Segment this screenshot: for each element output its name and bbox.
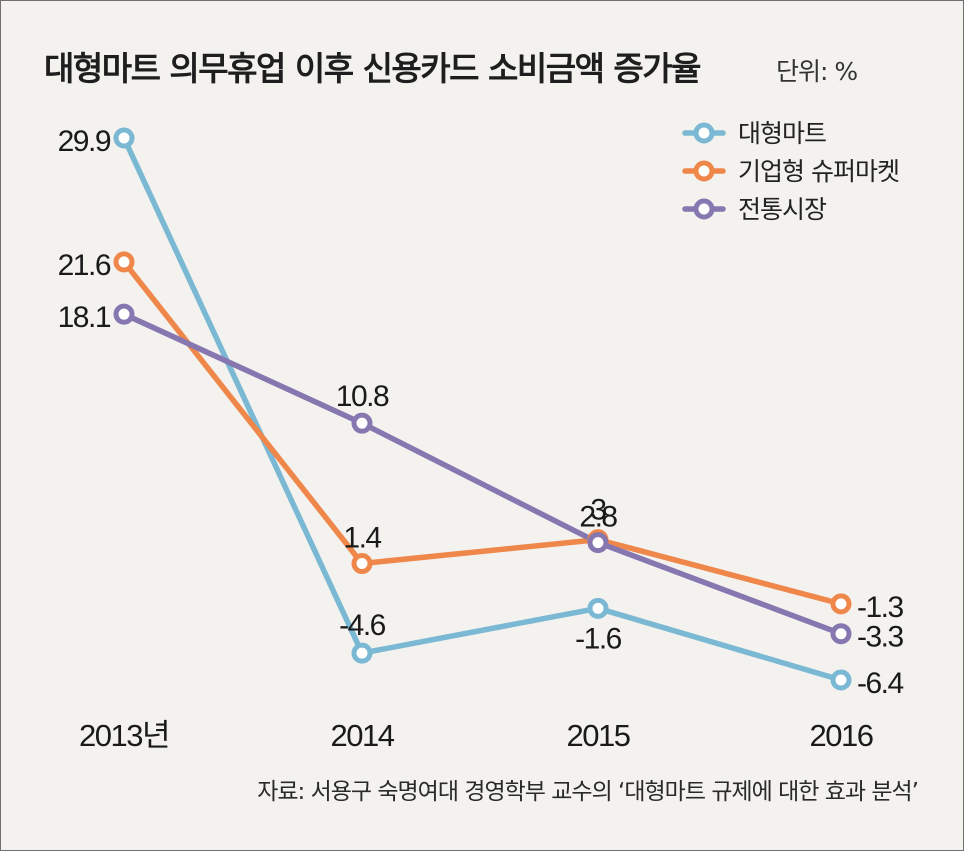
data-label-1-3: -1.3 [857, 591, 904, 624]
source-note: 자료: 서용구 숙명여대 경영학부 교수의 ‘대형마트 규제에 대한 효과 분석… [257, 779, 919, 805]
data-point-2-2 [587, 532, 609, 554]
legend-marker-2 [693, 198, 715, 220]
unit-label: 단위: % [776, 57, 858, 86]
data-label-0-1: -4.6 [339, 609, 386, 642]
series-line-1 [121, 259, 844, 607]
series-line-0 [121, 135, 844, 683]
data-point-2-3 [830, 623, 852, 645]
data-label-2-1: 10.8 [336, 380, 389, 413]
data-point-1-3 [830, 593, 852, 615]
data-point-0-1 [351, 642, 373, 664]
x-tick-label-1: 2014 [331, 718, 395, 753]
data-label-1-0: 21.6 [58, 249, 111, 282]
x-tick-label-0: 2013년 [79, 718, 169, 753]
data-label-2-0: 18.1 [58, 301, 111, 334]
data-point-2-1 [351, 412, 373, 434]
legend-label-0: 대형마트 [738, 119, 826, 148]
legend-marker-0 [693, 122, 715, 144]
data-label-1-2: 3 [590, 494, 606, 527]
data-label-1-1: 1.4 [343, 522, 381, 555]
series-line-2 [121, 311, 844, 637]
data-point-1-1 [351, 553, 373, 575]
data-label-0-0: 29.9 [58, 125, 111, 158]
legend-label-1: 기업형 슈퍼마켓 [738, 157, 899, 186]
data-point-2-0 [113, 303, 135, 325]
data-point-1-0 [113, 251, 135, 273]
data-point-0-2 [587, 597, 609, 619]
x-tick-label-3: 2016 [810, 718, 873, 753]
data-label-0-2: -1.6 [575, 622, 622, 655]
data-point-0-0 [113, 127, 135, 149]
legend-marker-1 [693, 160, 715, 182]
data-label-0-3: -6.4 [857, 667, 904, 700]
data-label-2-3: -3.3 [857, 621, 904, 654]
data-label-2-2: 2.8 [579, 501, 617, 534]
data-point-0-3 [830, 669, 852, 691]
chart-title: 대형마트 의무휴업 이후 신용카드 소비금액 증가율 [44, 49, 702, 88]
x-tick-label-2: 2015 [567, 718, 630, 753]
legend-label-2: 전통시장 [738, 195, 827, 224]
